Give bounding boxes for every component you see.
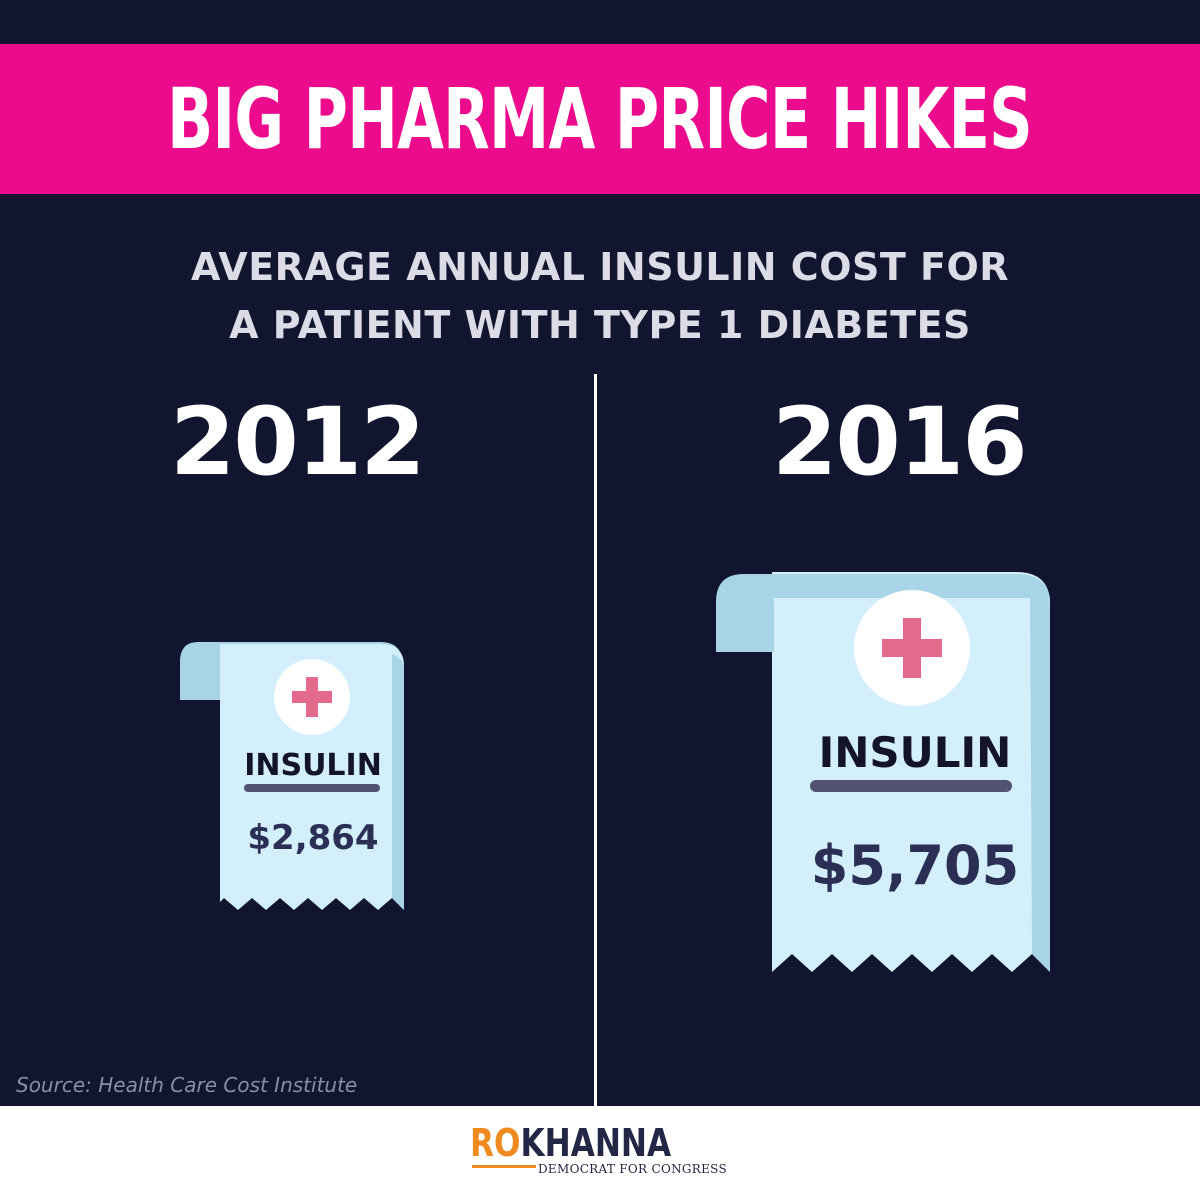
logo-underline	[472, 1165, 536, 1168]
year-2016: 2016	[772, 388, 1028, 497]
receipt-2012: INSULIN $2,864	[180, 640, 406, 915]
receipt-price: $2,864	[247, 818, 379, 858]
subtitle-line-2: A PATIENT WITH TYPE 1 DIABETES	[229, 303, 971, 347]
year-2012: 2012	[170, 388, 426, 497]
receipt-icon	[180, 642, 404, 910]
banner-title: BIG PHARMA PRICE HIKES	[167, 70, 1034, 168]
receipt-price: $5,705	[810, 834, 1020, 897]
receipt-underline	[244, 784, 380, 792]
receipt-underline	[810, 780, 1012, 792]
receipt-label: INSULIN	[244, 748, 382, 783]
medical-cross-icon	[292, 677, 332, 717]
center-divider	[594, 374, 597, 1106]
receipt-2016: INSULIN $5,705	[716, 568, 1054, 976]
logo-last-name: KHANNA	[520, 1121, 672, 1165]
subtitle: AVERAGE ANNUAL INSULIN COST FOR A PATIEN…	[0, 238, 1200, 354]
subtitle-line-1: AVERAGE ANNUAL INSULIN COST FOR	[190, 245, 1010, 289]
logo-first-name: RO	[470, 1121, 521, 1165]
receipt-label: INSULIN	[818, 728, 1012, 777]
campaign-logo: ROKHANNA DEMOCRAT FOR CONGRESS	[470, 1121, 730, 1183]
title-banner: BIG PHARMA PRICE HIKES	[0, 44, 1200, 194]
receipt-icon	[716, 572, 1050, 972]
footer	[0, 1106, 1200, 1199]
logo-wordmark: ROKHANNA	[470, 1121, 671, 1165]
source-note: Source: Health Care Cost Institute	[16, 1073, 358, 1097]
logo-tagline: DEMOCRAT FOR CONGRESS	[538, 1162, 727, 1176]
medical-cross-icon	[882, 618, 942, 678]
